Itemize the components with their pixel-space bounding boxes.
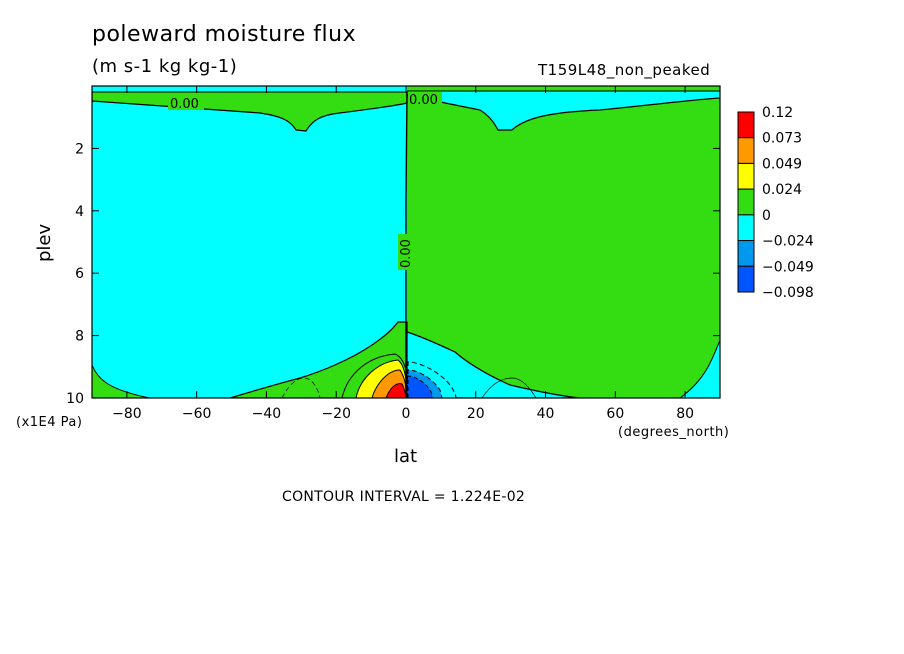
colorbar-swatch [737, 214, 755, 242]
colorbar-label: −0.098 [762, 285, 814, 301]
x-tick-label: 80 [676, 406, 694, 422]
colorbar-label: 0.024 [762, 182, 802, 198]
colorbar-swatch [737, 137, 755, 164]
field-south-negative [92, 86, 407, 398]
zero-contour-equator [405, 91, 408, 398]
run-label: T159L48_non_peaked [538, 61, 711, 79]
contour-label: 0.00 [170, 97, 199, 112]
x-tick-label: 0 [402, 406, 411, 422]
negative-blue-dark-region [407, 375, 433, 398]
upper-band-north [406, 86, 720, 131]
chart-subtitle: (m s-1 kg kg-1) [92, 56, 238, 77]
colorbar-label: −0.024 [762, 234, 814, 250]
top-edge-contour [92, 90, 720, 93]
colorbar-label: 0.049 [762, 156, 802, 172]
chart-title: poleward moisture flux [92, 22, 357, 47]
colorbar-label: 0.12 [762, 105, 793, 121]
colorbar-swatch [737, 265, 755, 293]
y-axis: 2 4 6 8 10 [66, 141, 720, 407]
y-tick-label: 6 [75, 266, 84, 282]
field-north-positive [407, 86, 720, 398]
x-axis: −80 −60 −40 −20 0 20 40 60 80 [112, 86, 694, 422]
colorbar-label: −0.049 [762, 259, 814, 275]
colorbar-label: 0.073 [762, 131, 802, 147]
x-tick-label: −60 [182, 406, 212, 422]
contour-label: 0.00 [409, 93, 438, 108]
x-tick-label: 20 [467, 406, 485, 422]
x-axis-label: lat [394, 446, 418, 467]
colorbar-label: 0 [762, 208, 771, 224]
x-tick-label: −20 [321, 406, 351, 422]
contour-faint-north [481, 377, 537, 398]
y-tick-label: 4 [75, 204, 84, 220]
lower-dome-north [406, 331, 581, 398]
top-strip-north [407, 86, 720, 91]
colorbar-swatch [737, 162, 755, 190]
x-tick-label: 60 [606, 406, 624, 422]
plot-area [92, 86, 720, 398]
contour-interval: CONTOUR INTERVAL = 1.224E-02 [282, 489, 526, 505]
top-strip-south [92, 86, 407, 92]
colorbar: 0.12 0.073 0.049 0.024 0 −0.024 −0.049 −0.098 [737, 105, 814, 301]
x-tick-label: −40 [252, 406, 282, 422]
colorbar-swatch [737, 188, 755, 216]
y-tick-label: 2 [75, 141, 84, 157]
x-axis-units: (degrees_north) [618, 425, 730, 440]
y-tick-label: 8 [75, 329, 84, 345]
colorbar-swatch [737, 111, 755, 139]
x-tick-label: 40 [537, 406, 555, 422]
y-tick-label: 10 [66, 391, 84, 407]
y-axis-units: (x1E4 Pa) [16, 415, 83, 430]
contour-faint-south [281, 377, 321, 398]
contour-label: 0.00 [399, 239, 414, 268]
x-tick-label: −80 [112, 406, 142, 422]
colorbar-swatch [737, 240, 755, 267]
